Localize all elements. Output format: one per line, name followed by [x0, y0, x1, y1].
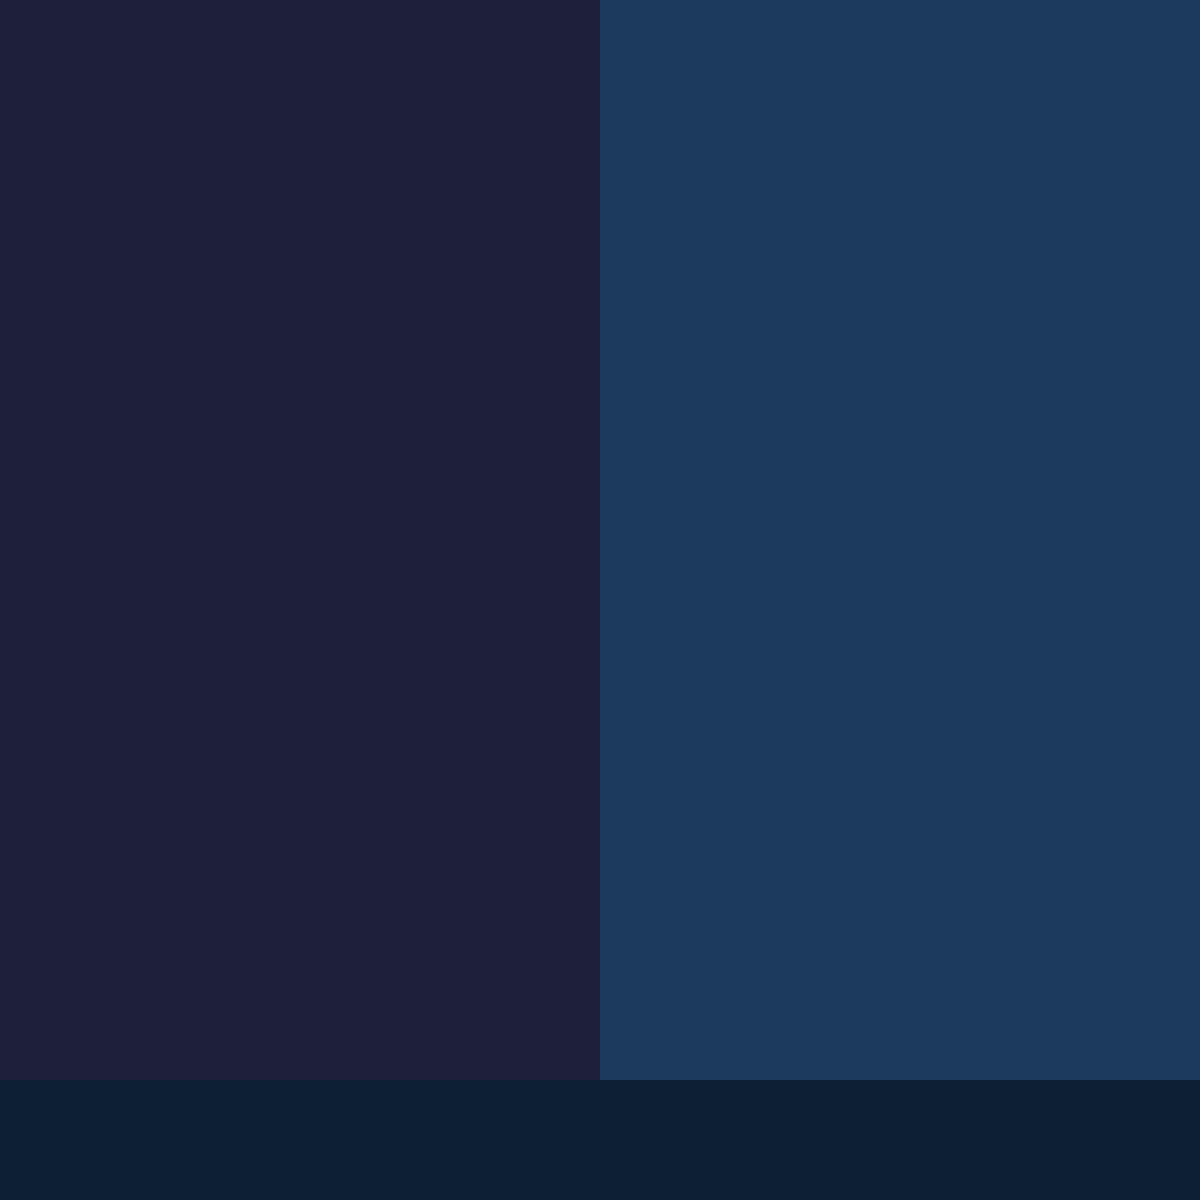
Text: Rate per 100,000: Rate per 100,000 [809, 126, 991, 145]
Text: COUNTY POVERTY LEVELS: COUNTY POVERTY LEVELS [356, 1123, 844, 1157]
Text: 2020 FIREARM HOMICIDES: 2020 FIREARM HOMICIDES [50, 36, 550, 68]
Text: Rate per 100,000: Rate per 100,000 [209, 126, 391, 145]
Text: 2020 FIREARM SUICIDES: 2020 FIREARM SUICIDES [670, 36, 1130, 68]
